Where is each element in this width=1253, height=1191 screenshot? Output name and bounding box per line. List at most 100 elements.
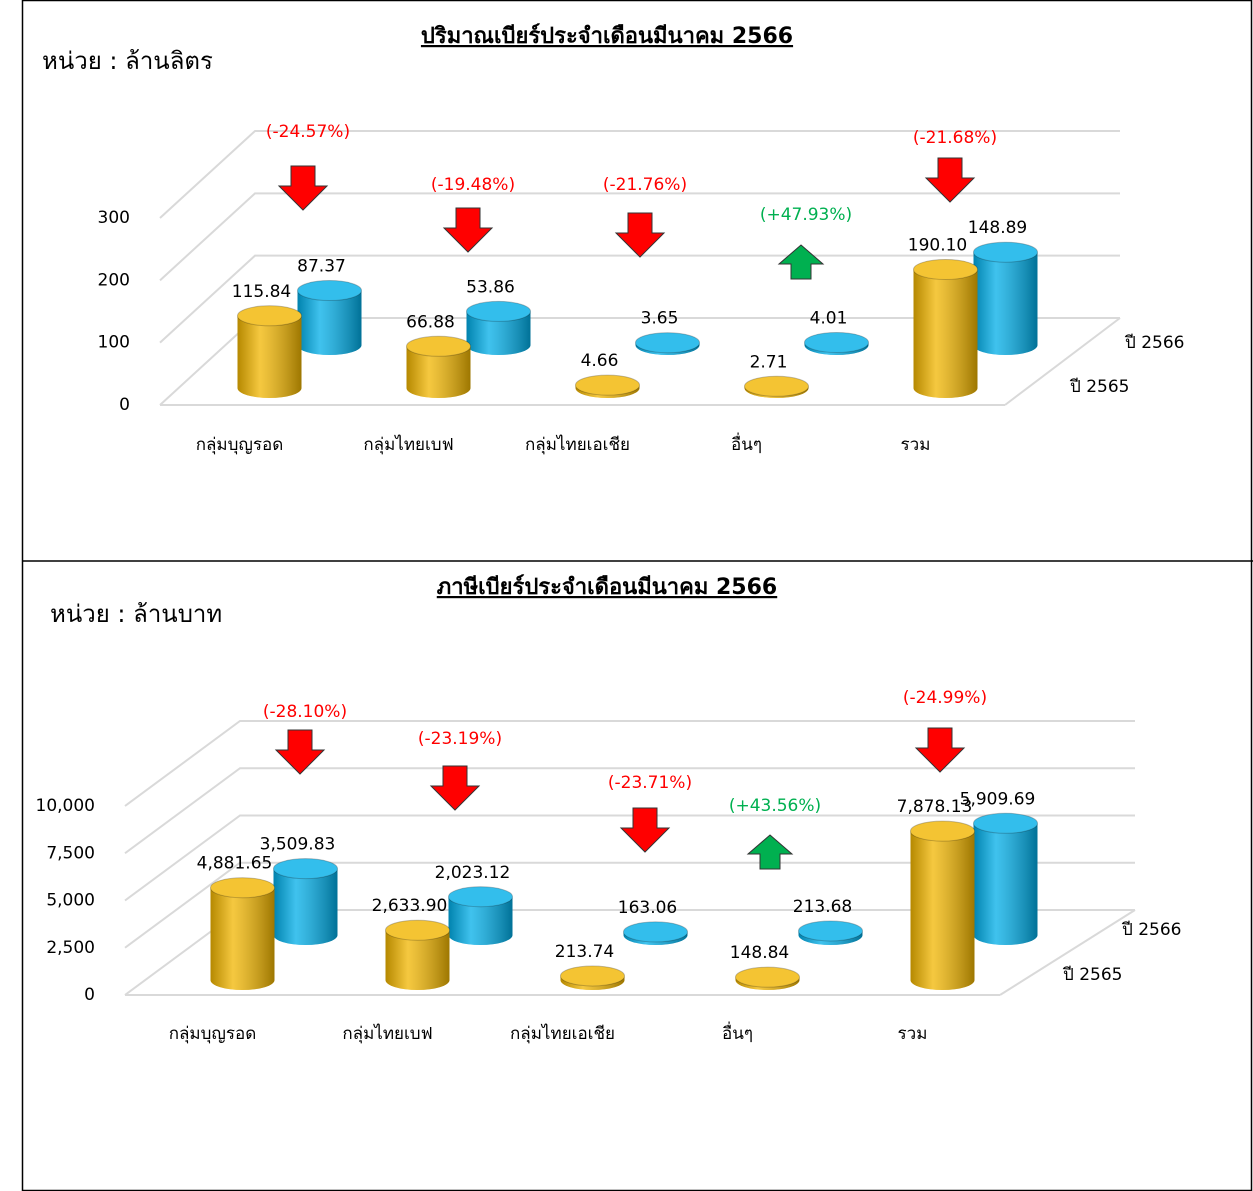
x-tick-label: กลุ่มไทยเอเชีย (510, 1023, 615, 1044)
bar-shade (237, 315, 302, 398)
bar (973, 812, 1038, 945)
y-tick-label: 200 (98, 270, 130, 290)
value-label: 7,878.13 (897, 797, 973, 817)
bar-top (623, 921, 688, 943)
grid-line (124, 861, 1135, 949)
value-label: 4.01 (810, 309, 848, 329)
bar-shade (406, 346, 471, 398)
bar-top-shine (273, 858, 338, 879)
change-label: (+47.93%) (760, 205, 852, 225)
bar-top-shine (297, 280, 362, 301)
legend-label: ปี 2565 (1069, 377, 1129, 397)
grid-line (159, 192, 1120, 282)
change-arrow (924, 157, 976, 203)
y-tick-label: 300 (98, 208, 130, 228)
y-tick-label: 5,000 (46, 891, 95, 911)
bar (575, 374, 640, 398)
bar-top-shine (804, 332, 869, 353)
y-tick-label: 0 (119, 395, 130, 415)
change-label: (-21.76%) (603, 175, 687, 195)
value-label: 4,881.65 (197, 854, 273, 874)
x-tick-label: กลุ่มบุญรอด (196, 435, 284, 455)
change-label: (-19.48%) (431, 175, 515, 195)
bar-top (913, 259, 978, 281)
bar-top (237, 305, 302, 327)
change-label: (-24.57%) (266, 122, 350, 142)
grid-line (124, 767, 1135, 855)
bar-top (273, 858, 338, 880)
legend-label: ปี 2566 (1124, 333, 1184, 353)
grid-line (159, 254, 1120, 344)
value-label: 53.86 (466, 277, 515, 297)
x-tick-label: กลุ่มไทยเอเชีย (525, 434, 630, 455)
bar-top (297, 280, 362, 302)
bar-top (575, 374, 640, 396)
change-label: (-28.10%) (263, 702, 347, 722)
bar-top (560, 965, 625, 987)
value-label: 2.71 (750, 352, 788, 372)
bar-top (804, 332, 869, 354)
y-tick-label: 2,500 (46, 938, 95, 958)
floor-side (1004, 317, 1121, 406)
bar-top-shine (237, 305, 302, 326)
x-tick-label: กลุ่มบุญรอด (169, 1024, 257, 1044)
grid-line (159, 130, 1120, 219)
change-label: (-23.19%) (418, 729, 502, 749)
bar-top (448, 886, 513, 908)
bar-top-shine (973, 242, 1038, 263)
bar (560, 965, 625, 990)
bar (798, 920, 863, 945)
bar-shade (973, 252, 1038, 355)
bar-shade (913, 269, 978, 398)
x-tick-label: กลุ่มไทยเบฟ (363, 434, 453, 455)
bar-top (385, 919, 450, 941)
change-arrow (914, 727, 966, 773)
x-tick-label: รวม (901, 435, 931, 455)
change-label: (-24.99%) (903, 688, 987, 708)
bar-shade (210, 887, 275, 990)
bar-top-shine (910, 821, 975, 842)
bar-top-shine (466, 301, 531, 322)
bar-shade (297, 290, 362, 355)
change-arrow (614, 212, 666, 258)
bar (635, 332, 700, 355)
bar-shade (973, 823, 1038, 945)
legend-label: ปี 2565 (1062, 965, 1122, 985)
bar (273, 858, 338, 945)
chart-title: ภาษีเบียร์ประจำเดือนมีนาคม 2566 (437, 574, 777, 600)
bar (804, 332, 869, 355)
bar (448, 886, 513, 945)
bar (623, 921, 688, 945)
change-label: (+43.56%) (729, 796, 821, 816)
bar (237, 305, 302, 398)
y-tick-label: 7,500 (46, 843, 95, 863)
bar-shade (448, 896, 513, 945)
change-arrow (274, 729, 326, 775)
change-arrow (619, 807, 671, 853)
bar-top-shine (973, 813, 1038, 834)
value-label: 115.84 (232, 282, 291, 302)
unit-label: หน่วย : ล้านลิตร (42, 47, 213, 75)
value-label: 213.68 (793, 897, 852, 917)
bar-top-shine (635, 332, 700, 353)
value-label: 3.65 (641, 309, 679, 329)
bar-top-shine (560, 965, 625, 986)
change-arrow (777, 244, 825, 280)
bar (385, 919, 450, 990)
value-label: 148.84 (730, 943, 789, 963)
bar (466, 300, 531, 355)
bar-top (798, 920, 863, 942)
value-label: 87.37 (297, 257, 346, 277)
bar-top (973, 241, 1038, 263)
bar-top-shine (735, 967, 800, 988)
bar-shade (910, 831, 975, 990)
bar-top (735, 966, 800, 988)
value-label: 148.89 (968, 218, 1027, 238)
x-tick-label: อื่นๆ (722, 1021, 753, 1044)
grid-line (124, 814, 1135, 902)
bar-top-shine (913, 259, 978, 280)
bar-top-shine (406, 336, 471, 357)
bar (297, 280, 362, 355)
x-tick-label: รวม (898, 1024, 928, 1044)
bar-top-shine (798, 920, 863, 941)
